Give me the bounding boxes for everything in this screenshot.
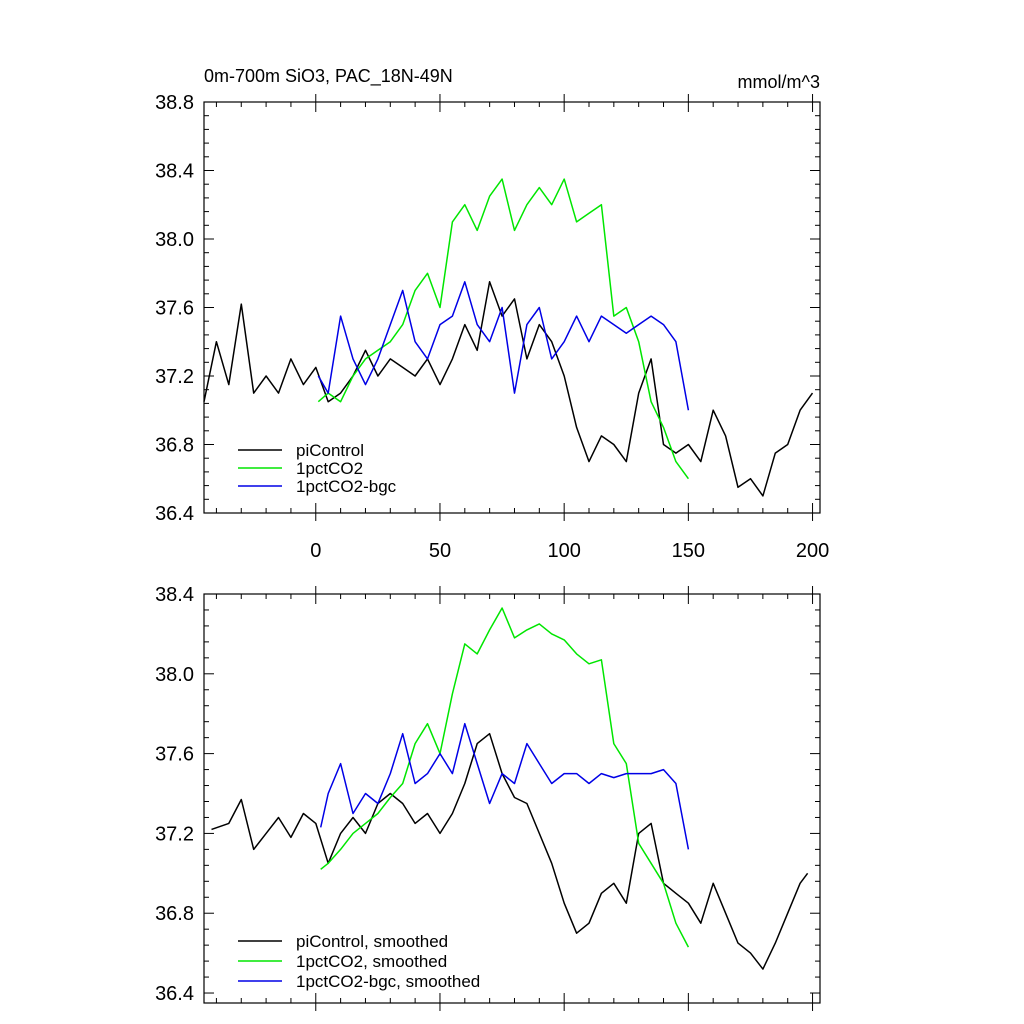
y-tick-label: 37.6 xyxy=(155,298,194,320)
series-line-1pctco2 xyxy=(317,178,690,480)
y-tick-label: 37.2 xyxy=(155,366,194,388)
legend-label: 1pctCO2-bgc, smoothed xyxy=(296,972,480,991)
x-tick-label: 0 xyxy=(310,540,321,562)
bottom-panel: 36.4 36.8 37.2 37.6 38.0 38.4 piControl, smoo… xyxy=(155,584,821,1011)
top-panel-title: 0m-700m SiO3, PAC_18N-49N xyxy=(204,66,453,87)
series-line-1pctco2-smoothed xyxy=(320,607,690,948)
legend-label: 1pctCO2, smoothed xyxy=(296,952,447,971)
y-tick-label: 38.0 xyxy=(155,229,194,251)
y-tick-label: 37.6 xyxy=(155,744,194,766)
y-tick-label: 38.4 xyxy=(155,161,194,183)
x-tick-label: 150 xyxy=(672,540,705,562)
y-tick-label: 38.8 xyxy=(155,92,194,114)
y-tick-label: 36.4 xyxy=(155,503,194,525)
series-line-picontrol-smoothed xyxy=(211,732,809,970)
y-tick-label: 38.0 xyxy=(155,664,194,686)
y-tick-label: 36.8 xyxy=(155,903,194,925)
x-tick-label: 50 xyxy=(429,540,451,562)
series-line-picontrol xyxy=(203,281,814,497)
y-tick-label: 37.2 xyxy=(155,823,194,845)
y-tick-label: 36.8 xyxy=(155,435,194,457)
legend-label: 1pctCO2-bgc xyxy=(296,477,397,496)
x-tick-label: 200 xyxy=(796,540,829,562)
top-panel: 0m-700m SiO3, PAC_18N-49N mmol/m^3 36.4 3… xyxy=(155,66,829,562)
legend-label: piControl, smoothed xyxy=(296,932,448,951)
series-line-1pctco2-bgc xyxy=(317,281,690,411)
y-tick-label: 38.4 xyxy=(155,584,194,606)
legend-label: piControl xyxy=(296,441,364,460)
series-line-1pctco2-bgc-smoothed xyxy=(319,722,690,850)
top-panel-units: mmol/m^3 xyxy=(738,72,820,92)
y-tick-label: 36.4 xyxy=(155,983,194,1005)
legend-label: 1pctCO2 xyxy=(296,459,363,478)
x-tick-label: 100 xyxy=(547,540,580,562)
plot-frame xyxy=(203,593,821,1004)
